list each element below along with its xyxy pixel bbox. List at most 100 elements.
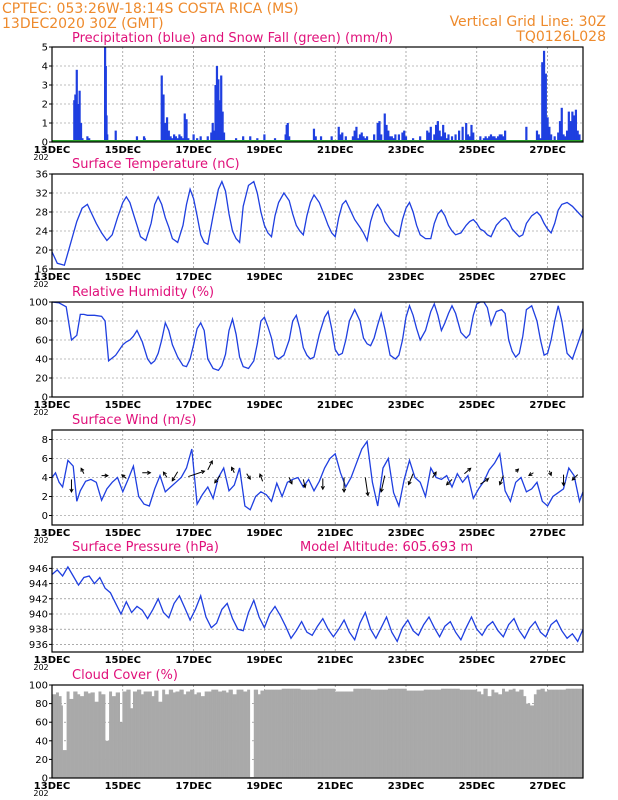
cloud-bar-47 <box>114 696 117 778</box>
precip-bar-141 <box>564 136 567 142</box>
cloud-bar-247 <box>379 689 382 778</box>
cloud-bar-145 <box>244 691 247 778</box>
xtick-wind-0: 13DEC <box>34 528 70 539</box>
cloud-bar-62 <box>134 691 136 778</box>
header-location: CPTEC: 053:26W-18:14S COSTA RICA (MS) <box>2 1 299 17</box>
cloud-bar-331 <box>491 689 494 778</box>
cloud-bar-228 <box>354 688 357 778</box>
precip-bar-138 <box>558 121 562 142</box>
precip-bar-104 <box>454 134 457 142</box>
cloud-bar-323 <box>480 694 483 778</box>
cloud-bar-203 <box>321 688 324 778</box>
cloud-bar-121 <box>212 689 215 778</box>
cloud-bar-187 <box>300 689 302 778</box>
xtick-temp-6: 25DEC <box>459 272 495 283</box>
cloud-bar-313 <box>467 689 470 778</box>
cloud-bar-259 <box>395 688 398 778</box>
cloud-bar-263 <box>401 688 403 778</box>
cloud-bar-173 <box>281 688 284 778</box>
cloud-bar-78 <box>155 690 158 778</box>
cloud-bar-246 <box>378 689 381 778</box>
ytick-pressure-5: 946 <box>29 564 48 575</box>
cloud-bar-254 <box>389 688 391 778</box>
precip-bar-75 <box>376 123 379 142</box>
precip-bar-66 <box>353 130 356 142</box>
cloud-bar-327 <box>486 688 488 778</box>
frame-temp <box>51 173 584 270</box>
xtick-pressure-2: 17DEC <box>175 655 211 666</box>
xtick-cloud-1: 15DEC <box>105 781 141 792</box>
cloud-bar-292 <box>439 689 442 778</box>
wind-arrow-24 <box>498 475 504 486</box>
cloud-bar-87 <box>167 694 170 778</box>
cloud-bar-310 <box>463 689 466 778</box>
precip-bar-100 <box>443 132 447 142</box>
cloud-bar-379 <box>555 689 557 778</box>
xtick-rh-7: 27DEC <box>529 400 565 411</box>
year-label-rh: 202 <box>33 408 48 417</box>
precip-bar-97 <box>438 130 441 142</box>
precip-bar-41 <box>215 66 219 142</box>
cloud-bar-174 <box>282 688 285 778</box>
xtick-pressure-7: 27DEC <box>529 655 565 666</box>
xtick-wind-6: 25DEC <box>459 528 495 539</box>
wind-arrow-25 <box>514 468 520 473</box>
wind-arrow-12 <box>258 473 264 482</box>
precip-bar-30 <box>183 113 186 142</box>
frame-wind <box>51 429 584 526</box>
cloud-bar-316 <box>471 689 474 778</box>
precip-bar-81 <box>388 136 392 142</box>
cloud-bar-264 <box>402 688 405 778</box>
cloud-bar-361 <box>531 705 533 778</box>
cloud-bar-249 <box>382 689 385 778</box>
precip-bar-124 <box>502 136 505 142</box>
cloud-bar-68 <box>142 694 144 778</box>
cloud-bar-99 <box>183 694 186 778</box>
precip-bar-140 <box>562 134 565 142</box>
ytick-pressure-4: 944 <box>29 579 48 590</box>
cloud-bar-352 <box>519 689 521 778</box>
wind-arrow-head-2 <box>104 473 109 478</box>
cloud-bar-318 <box>474 689 476 778</box>
xtick-cloud-4: 21DEC <box>317 781 353 792</box>
wind-arrow-26 <box>528 472 534 476</box>
xtick-pressure-0: 13DEC <box>34 655 70 666</box>
cloud-bar-6 <box>59 696 62 778</box>
cloud-bar-271 <box>411 690 414 778</box>
cloud-bar-291 <box>438 689 440 778</box>
ytick-wind-2: 4 <box>42 473 48 484</box>
cloud-bar-12 <box>67 691 70 778</box>
cloud-bar-272 <box>413 690 415 778</box>
cloud-bar-192 <box>306 689 309 778</box>
cloud-bar-14 <box>70 698 73 778</box>
cloud-bar-158 <box>261 690 264 778</box>
cloud-bar-303 <box>454 688 456 778</box>
cloud-bar-22 <box>81 696 83 778</box>
wind-arrow-head-24 <box>498 481 503 486</box>
wind-arrow-shaft-9 <box>214 475 221 484</box>
wind-arrow-18 <box>379 475 386 493</box>
cloud-bar-241 <box>371 689 374 778</box>
cloud-bar-282 <box>426 689 428 778</box>
cloud-bar-328 <box>487 696 490 778</box>
cloud-bar-326 <box>484 688 487 778</box>
cloud-bar-393 <box>573 688 576 778</box>
cloud-bar-335 <box>496 692 499 778</box>
wind-arrow-9 <box>214 475 221 484</box>
cloud-bar-51 <box>119 722 122 778</box>
xtick-precip-0: 13DEC <box>34 145 70 156</box>
ytick-pressure-0: 936 <box>29 640 48 651</box>
precip-bar-11 <box>105 115 108 142</box>
cloud-bar-175 <box>284 688 286 778</box>
cloud-bar-372 <box>545 691 548 778</box>
rh-line <box>51 301 584 372</box>
cloud-bar-242 <box>373 689 375 778</box>
cloud-bar-135 <box>231 689 233 778</box>
cloud-bar-110 <box>198 692 200 778</box>
cloud-bar-332 <box>492 689 495 778</box>
xtick-rh-3: 19DEC <box>246 400 282 411</box>
cloud-bar-296 <box>444 688 447 778</box>
precip-bar-24 <box>173 134 176 142</box>
cloud-bar-128 <box>221 690 224 778</box>
cloud-bar-280 <box>423 689 426 778</box>
